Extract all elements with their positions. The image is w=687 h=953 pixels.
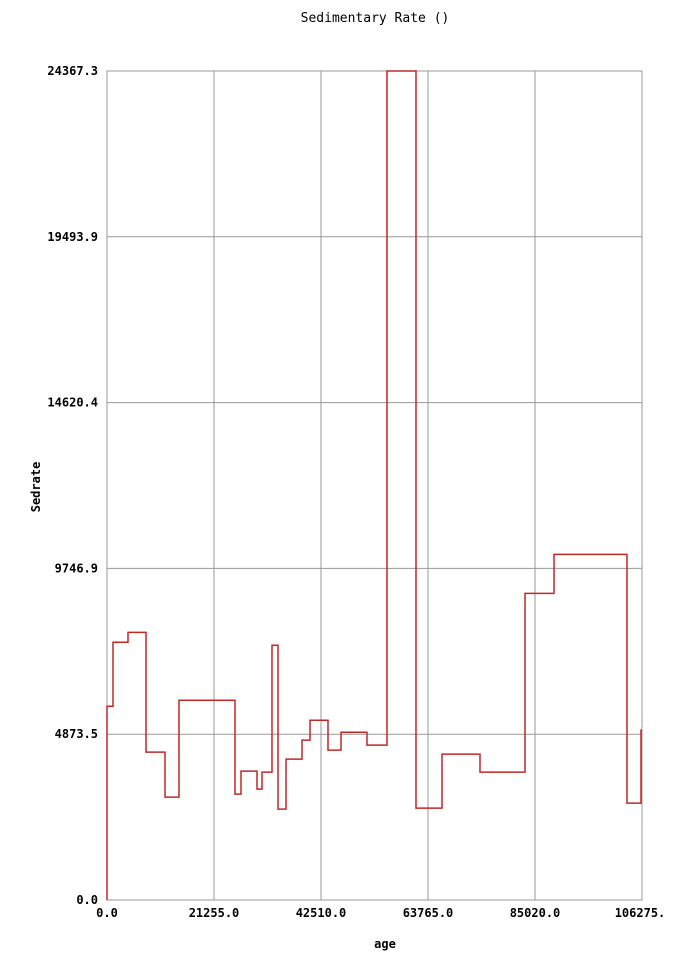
y-tick-label: 14620.4: [47, 396, 98, 410]
y-tick-label: 9746.9: [55, 561, 98, 575]
x-tick-label: 21255.0: [189, 906, 240, 920]
x-tick-label: 63765.0: [403, 906, 454, 920]
x-tick-label: 0.0: [96, 906, 118, 920]
x-axis-label: age: [374, 937, 396, 951]
chart-title: Sedimentary Rate (): [301, 11, 450, 26]
y-tick-label: 0.0: [76, 893, 98, 907]
step-line: [106, 70, 642, 900]
plot-frame: [106, 70, 643, 901]
x-tick-label: 106275.: [615, 906, 666, 920]
y-tick-label: 19493.9: [47, 230, 98, 244]
y-axis-label: Sedrate: [29, 462, 43, 513]
y-tick-label: 24367.3: [47, 64, 98, 78]
x-tick-label: 42510.0: [296, 906, 347, 920]
x-tick-label: 85020.0: [510, 906, 561, 920]
y-tick-label: 4873.5: [55, 727, 98, 741]
